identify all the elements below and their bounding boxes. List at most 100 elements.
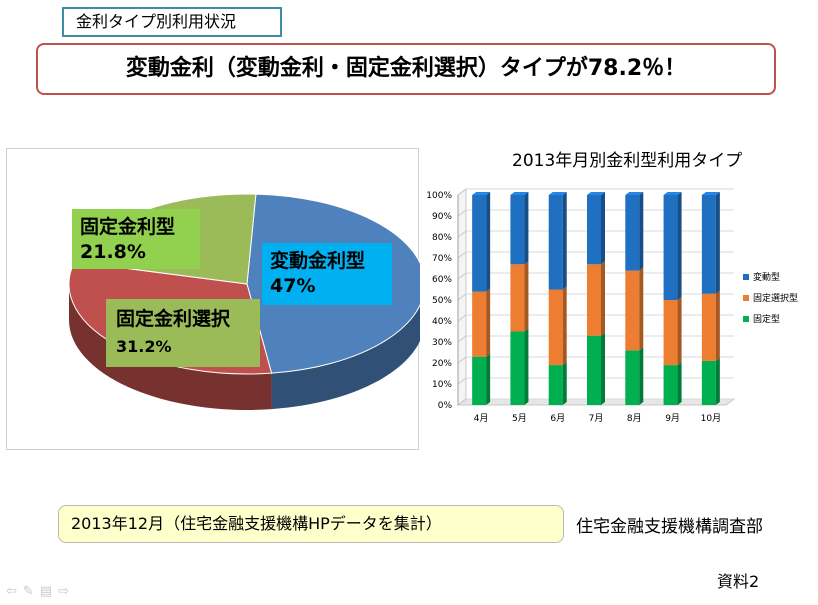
bar-segment-side: [601, 332, 605, 405]
bar-segment: [510, 264, 525, 332]
organization-name: 住宅金融支援機構調査部: [576, 517, 763, 537]
pie-label-fixed-pct: 21.8%: [80, 241, 146, 263]
bar-top: [472, 192, 491, 195]
bar-segment-side: [639, 192, 644, 271]
bar-segment: [663, 365, 678, 405]
bar-segment-side: [524, 261, 529, 332]
gridline-tick: [457, 314, 467, 322]
pie-label-fixed-name: 固定金利型: [80, 216, 176, 238]
bar-segment-side: [486, 192, 491, 292]
gridline-tick: [457, 356, 467, 364]
stacked-bar-chart: 0% 10% 20% 30% 40% 50% 60% 70% 80% 90% 100% 4月 5月 6月 7…: [426, 188, 798, 424]
bar-segment-side: [486, 353, 491, 405]
bar-segment-side: [601, 192, 605, 265]
document-reference: 資料2: [717, 572, 760, 591]
y-tick-label: 40%: [432, 317, 452, 327]
bar-top: [625, 192, 644, 195]
bar-segment: [625, 350, 640, 405]
gridline-tick: [457, 188, 467, 196]
pen-icon[interactable]: ✎: [22, 584, 40, 599]
y-tick-label: 70%: [432, 254, 452, 264]
gridline-tick: [457, 209, 467, 217]
bar-top: [510, 192, 529, 195]
legend-swatch: [743, 274, 749, 280]
y-tick-label: 20%: [432, 359, 452, 369]
x-tick-label: 7月: [589, 413, 604, 424]
section-label: 金利タイプ別利用状況: [62, 7, 282, 37]
gridline-tick: [457, 230, 467, 238]
y-tick-label: 30%: [432, 338, 452, 348]
bar-segment: [510, 195, 525, 265]
bar-segment-side: [715, 357, 720, 405]
bar-segment-side: [562, 192, 567, 290]
gridline-tick: [457, 377, 467, 385]
bar-segment-side: [562, 362, 567, 405]
pie-label-selection-pct: 31.2%: [116, 337, 172, 356]
gridline-tick: [457, 335, 467, 343]
bar-segment: [625, 195, 640, 271]
headline-banner: 変動金利（変動金利・固定金利選択）タイプが78.2％！: [36, 43, 776, 95]
bar-segment-side: [639, 347, 644, 405]
bar-segment: [548, 365, 563, 405]
pie-label-variable: 変動金利型 47%: [262, 243, 392, 305]
gridline-tick: [457, 272, 467, 280]
bar-segment-side: [677, 297, 682, 366]
bar-segment: [472, 356, 487, 405]
bar-segment-side: [524, 192, 529, 265]
menu-icon[interactable]: ▤: [39, 584, 59, 599]
bar-top: [587, 192, 605, 195]
x-tick-label: 8月: [627, 413, 642, 424]
bar-segment: [663, 300, 678, 366]
bar-segment: [587, 264, 601, 336]
legend-label: 固定選択型: [753, 292, 798, 304]
bar-segment-side: [677, 362, 682, 405]
bar-segment-side: [639, 267, 644, 351]
y-tick-label: 10%: [432, 380, 452, 390]
pie-label-selection-name: 固定金利選択: [116, 308, 231, 330]
bar-segment: [472, 195, 487, 292]
pie-label-fixed: 固定金利型 21.8%: [72, 209, 200, 269]
bar-segment-side: [677, 192, 682, 300]
bar-segment-side: [562, 286, 567, 366]
pie-side-wall: [69, 284, 272, 411]
bar-segment: [663, 195, 678, 300]
bar-segment: [510, 331, 525, 405]
pie-label-variable-pct: 47%: [270, 275, 316, 297]
bar-segment: [472, 291, 487, 357]
legend-swatch: [743, 316, 749, 322]
bar-top: [548, 192, 567, 195]
bar-top: [701, 192, 720, 195]
x-tick-label: 9月: [665, 413, 680, 424]
bar-segment-side: [486, 288, 491, 357]
prev-arrow-icon[interactable]: ⇦: [6, 584, 23, 599]
legend-label: 変動型: [753, 271, 780, 283]
bar-top: [663, 192, 682, 195]
source-footnote: 2013年12月（住宅金融支援機構HPデータを集計）: [58, 505, 564, 543]
bar-segment-side: [715, 192, 720, 294]
bar-segment: [625, 270, 640, 351]
bar-segment: [587, 195, 601, 265]
pie-label-selection: 固定金利選択 31.2%: [106, 299, 260, 367]
bar-segment-side: [715, 290, 720, 361]
x-tick-label: 6月: [550, 413, 565, 424]
legend-swatch: [743, 295, 749, 301]
gridline-tick: [457, 293, 467, 301]
y-tick-label: 80%: [432, 233, 452, 243]
y-tick-label: 50%: [432, 296, 452, 306]
bar-segment: [701, 195, 716, 294]
bar-chart-title: 2013年月別金利型利用タイプ: [512, 151, 743, 171]
y-tick-label: 0%: [438, 401, 453, 411]
gridline-tick: [457, 398, 467, 406]
next-arrow-icon[interactable]: ⇨: [58, 584, 76, 599]
legend-label: 固定型: [753, 313, 780, 325]
x-tick-label: 5月: [512, 413, 527, 424]
pie-side-wall: [271, 305, 420, 410]
bar-segment-side: [524, 328, 529, 405]
y-tick-label: 100%: [426, 191, 452, 201]
x-tick-label: 4月: [474, 413, 489, 424]
bar-segment: [548, 195, 563, 290]
bar-segment: [701, 293, 716, 361]
bar-segment: [587, 335, 601, 405]
gridline-tick: [457, 251, 467, 259]
pie-label-variable-name: 変動金利型: [270, 250, 366, 272]
